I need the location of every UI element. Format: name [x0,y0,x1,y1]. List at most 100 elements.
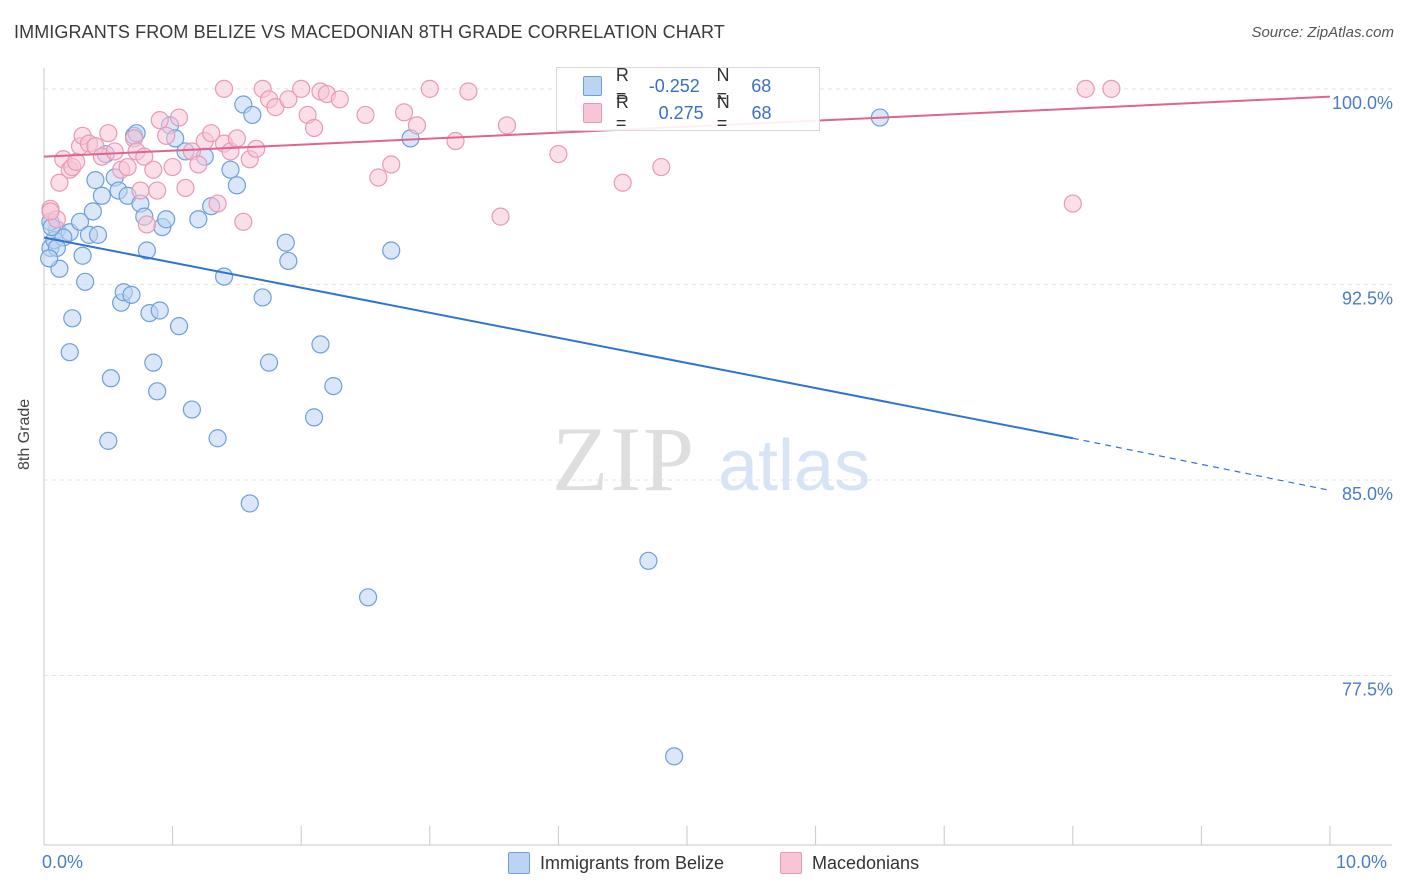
legend-stats: R = -0.252 N = 68 R = 0.275 N = 68 [556,65,820,133]
legend-n-value: 68 [751,102,772,123]
y-tick-labels: 100.0% 92.5% 85.0% 77.5% [1332,93,1393,700]
belize-point-53 [304,408,324,427]
bottom-legend-belize[interactable]: Immigrants from Belize [508,852,724,874]
macedonians-point-20 [144,160,163,179]
macedonians-point-14 [118,157,137,177]
y-tick-label-0: 100.0% [1332,93,1393,113]
macedonians-point-11 [99,124,118,143]
chart-source: Source: ZipAtlas.com [1251,24,1394,41]
macedonians-point-19 [137,215,156,234]
belize-point-50 [259,353,279,372]
chart-title: IMMIGRANTS FROM BELIZE VS MACEDONIAN 8TH… [14,22,725,42]
macedonians-point-66 [67,152,86,171]
belize-point-47 [240,494,259,513]
bottom-legend-label-macedonians: Macedonians [812,852,920,873]
macedonians-point-51 [394,103,414,122]
macedonians-point-24 [163,157,182,177]
belize-point-45 [227,176,246,195]
belize-point-12 [88,225,108,244]
series-macedonians-points [41,79,1121,234]
belize-point-30 [148,382,167,401]
macedonians-point-37 [247,139,266,158]
y-tick-label-3: 77.5% [1342,680,1393,700]
belize-point-60 [665,747,684,766]
macedonians-point-47 [330,90,349,109]
macedonians-point-22 [150,111,169,130]
belize-point-33 [157,210,176,229]
watermark-atlas: atlas [718,426,870,506]
macedonians-point-65 [214,79,234,98]
belize-point-13 [92,186,111,205]
belize-point-36 [169,317,189,336]
belize-point-39 [189,210,208,229]
macedonians-point-41 [279,90,298,109]
macedonians-point-34 [227,129,246,148]
belize-point-56 [358,588,378,607]
belize-point-31 [150,301,169,320]
macedonians-point-52 [407,116,427,135]
legend-row-belize: R = -0.252 N = 68 [583,65,819,106]
belize-point-7 [73,246,92,265]
belize-point-42 [208,429,227,448]
belize-point-4 [63,309,82,328]
macedonians-point-2 [50,173,69,192]
legend-n-label: N = [716,65,730,106]
macedonians-point-31 [208,194,227,213]
belize-point-5 [60,343,79,362]
macedonians-point-58 [549,144,568,164]
legend-r-label: R = [615,92,629,133]
gridlines [44,88,1392,677]
macedonians-point-56 [491,207,510,226]
bottom-legend-swatch-blue [508,852,530,874]
macedonians-point-61 [652,157,671,177]
macedonians-point-48 [356,105,375,125]
legend-r-label: R = [615,65,629,106]
belize-point-55 [324,377,343,396]
belize-point-49 [253,288,272,307]
macedonians-point-26 [176,178,195,198]
macedonians-point-62 [1063,194,1082,213]
legend-n-value: 68 [751,75,772,96]
watermark: ZIP atlas [552,408,870,510]
macedonians-point-28 [189,155,208,174]
legend-row-macedonians: R = 0.275 N = 68 [583,92,819,133]
macedonians-point-54 [446,131,465,151]
bottom-legend-macedonians[interactable]: Macedonians [780,852,919,874]
belize-point-27 [137,241,156,260]
x-tick-label-min: 0.0% [42,852,84,872]
macedonians-point-42 [292,79,311,98]
legend-r-value: 0.275 [658,102,704,123]
belize-point-22 [122,285,141,304]
belize-point-57 [382,241,401,260]
legend-r-value: -0.252 [648,75,700,96]
x-tick-label-max: 10.0% [1336,852,1388,872]
belize-point-52 [279,251,298,271]
macedonians-point-67 [41,202,60,221]
belize-point-44 [221,160,240,179]
belize-point-10 [83,202,102,221]
macedonians-point-63 [1076,79,1095,98]
x-ticks [43,826,1331,845]
macedonians-point-30 [202,124,221,143]
macedonians-point-21 [148,181,167,200]
macedonians-point-25 [169,108,189,127]
macedonians-point-57 [497,116,517,135]
belize-point-15 [99,431,118,450]
macedonians-point-64 [1102,79,1121,98]
legend-swatch-pink [583,103,602,123]
macedonians-point-35 [234,212,253,231]
belize-point-59 [639,551,658,570]
legend-n-label: N = [716,92,730,133]
belize-point-67 [40,249,59,268]
axes [43,68,1392,846]
macedonians-point-53 [420,79,439,98]
belize-trend-line [43,236,1073,440]
macedonians-point-17 [131,181,150,200]
macedonians-point-55 [459,82,478,101]
belize-point-48 [243,105,262,125]
bottom-legend-swatch-pink [780,852,802,874]
legend-swatch-blue [583,76,602,96]
belize-point-38 [182,400,201,419]
belize-trend-extension [1072,437,1331,491]
